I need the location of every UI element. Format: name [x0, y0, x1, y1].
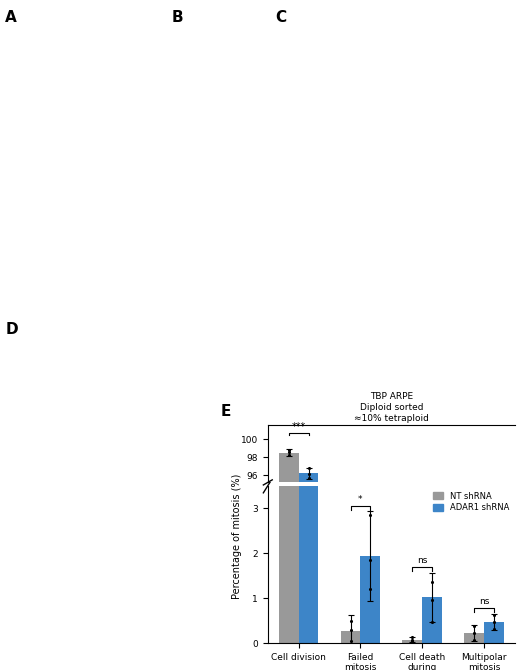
Point	[366, 555, 374, 565]
Point	[428, 577, 436, 588]
Bar	[464, 633, 484, 643]
Legend: NT shRNA, ADAR1 shRNA: NT shRNA, ADAR1 shRNA	[431, 490, 511, 514]
Bar	[279, 0, 298, 643]
Point	[470, 634, 478, 645]
Point	[346, 615, 355, 626]
Text: ns: ns	[417, 556, 427, 565]
Bar	[279, 452, 298, 670]
Text: E: E	[221, 404, 231, 419]
Bar	[402, 640, 422, 643]
Title: TBP ARPE
Diploid sorted
≈10% tetraploid: TBP ARPE Diploid sorted ≈10% tetraploid	[354, 392, 428, 423]
Point	[304, 472, 313, 483]
Point	[284, 447, 293, 458]
Text: ns: ns	[479, 598, 489, 606]
Point	[408, 634, 417, 645]
Point	[490, 624, 498, 634]
Text: C: C	[276, 10, 287, 25]
Point	[366, 510, 374, 521]
Text: D: D	[5, 322, 18, 336]
Text: A: A	[5, 10, 17, 25]
Bar	[422, 598, 442, 643]
Point	[408, 632, 417, 643]
Point	[470, 620, 478, 631]
Point	[284, 450, 293, 461]
Point	[346, 636, 355, 647]
Text: Percentage of mitosis (%): Percentage of mitosis (%)	[231, 473, 242, 599]
Point	[470, 628, 478, 639]
Bar	[298, 474, 318, 670]
Text: *: *	[358, 495, 362, 505]
Point	[428, 595, 436, 606]
Point	[428, 616, 436, 627]
Point	[490, 616, 498, 627]
Point	[408, 636, 417, 647]
Bar	[341, 630, 360, 643]
Text: B: B	[172, 10, 183, 25]
Bar	[484, 622, 504, 643]
Point	[304, 462, 313, 473]
Bar	[298, 0, 318, 643]
Point	[490, 610, 498, 620]
Point	[366, 584, 374, 594]
Point	[346, 624, 355, 635]
Point	[284, 445, 293, 456]
Point	[304, 469, 313, 480]
Text: ***: ***	[292, 422, 306, 432]
Bar	[360, 556, 380, 643]
